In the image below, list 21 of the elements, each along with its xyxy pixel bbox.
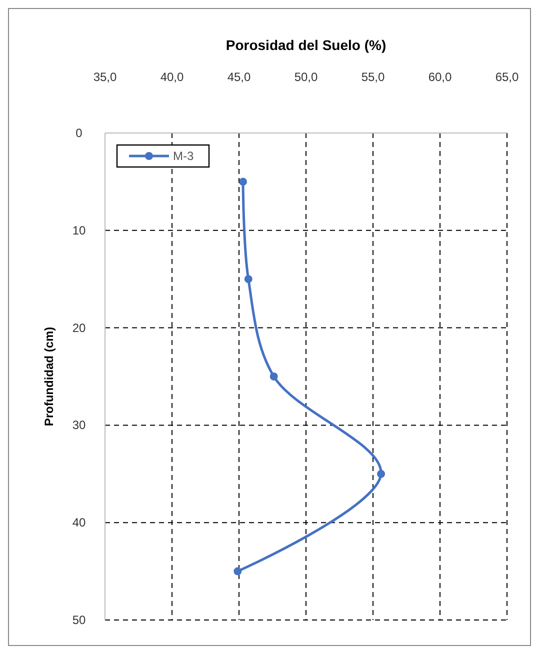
x-tick-label: 50,0 — [294, 70, 318, 84]
legend-label: M-3 — [173, 149, 194, 163]
point — [377, 470, 386, 478]
point — [234, 567, 242, 576]
x-tick-label: 40,0 — [160, 70, 184, 84]
point — [244, 275, 252, 284]
y-tick-label: 30 — [72, 418, 86, 432]
y-tick-label: 0 — [76, 126, 83, 140]
y-tick-label: 20 — [72, 320, 86, 335]
x-tick-label: 60,0 — [428, 70, 452, 84]
y-tick-label: 50 — [72, 613, 86, 627]
point — [270, 372, 278, 380]
point — [239, 178, 248, 186]
y-tick-label: 40 — [72, 516, 86, 530]
y-axis-title: Profundidad (cm) — [42, 326, 56, 426]
x-tick-label: 65,0 — [495, 70, 519, 84]
x-tick-label: 35,0 — [93, 70, 117, 84]
x-tick-label: 55,0 — [361, 70, 385, 84]
y-tick-label: 10 — [72, 223, 86, 238]
chart-title: Porosidad del Suelo (%) — [226, 37, 386, 53]
x-tick-label: 45,0 — [227, 70, 251, 84]
